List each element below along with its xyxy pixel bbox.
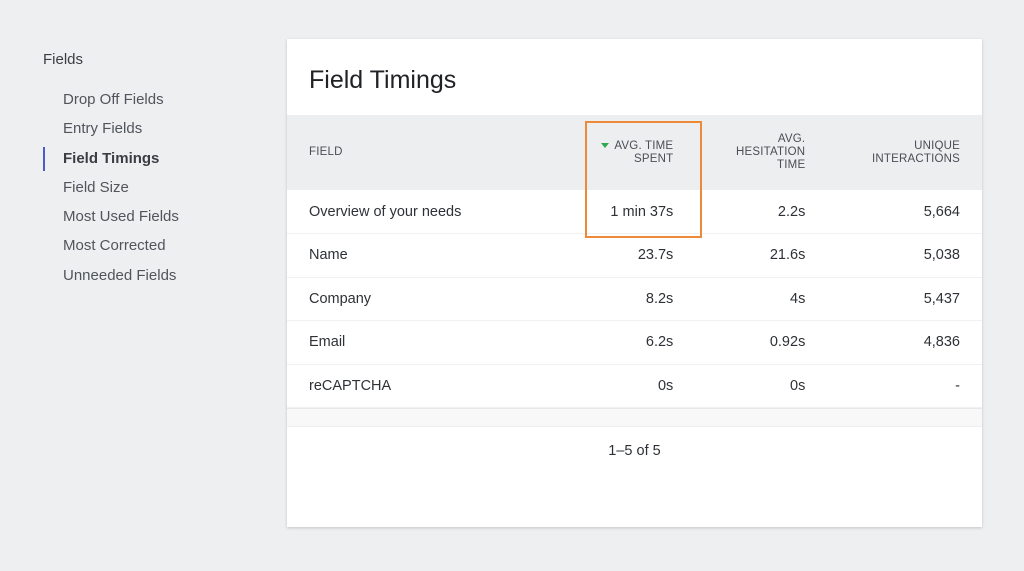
sidebar-item-unneeded-fields[interactable]: Unneeded Fields: [63, 266, 177, 284]
cell-avg-time: 8.2s: [645, 290, 674, 307]
field-timings-table: FIELD AVG. TIME SPENT AVG. HESITATION TIME …: [287, 115, 982, 408]
table-footer-band: [287, 408, 982, 427]
column-header-line: AVG. TIME: [614, 139, 674, 152]
column-header-line: AVG.: [777, 133, 806, 145]
cell-field: Overview of your needs: [309, 203, 462, 220]
column-header-avg-hesitation-time[interactable]: AVG. HESITATION TIME: [682, 115, 814, 190]
column-header-line: INTERACTIONS: [871, 152, 960, 165]
cell-hesitation: 21.6s: [769, 247, 806, 264]
sidebar-item-drop-off-fields[interactable]: Drop Off Fields: [63, 91, 164, 108]
table-header-row: FIELD AVG. TIME SPENT AVG. HESITATION TIME …: [287, 115, 982, 190]
table-row: reCAPTCHA 0s 0s -: [287, 364, 982, 408]
cell-interactions: 5,437: [923, 290, 960, 307]
cell-avg-time: 6.2s: [645, 334, 674, 351]
cell-avg-time: 1 min 37s: [610, 203, 674, 220]
cell-hesitation: 2.2s: [777, 203, 806, 220]
sidebar-item-most-used-fields[interactable]: Most Used Fields: [63, 208, 179, 226]
cell-hesitation: 4s: [790, 290, 806, 307]
sidebar-item-entry-fields[interactable]: Entry Fields: [63, 120, 143, 138]
page-title: Field Timings: [309, 66, 457, 94]
sidebar-item-field-size[interactable]: Field Size: [63, 178, 129, 196]
table-row: Overview of your needs 1 min 37s 2.2s 5,…: [287, 190, 982, 234]
column-header-field[interactable]: FIELD: [309, 146, 343, 158]
table-row: Name 23.7s 21.6s 5,038: [287, 234, 982, 277]
cell-hesitation: 0.92s: [769, 334, 806, 351]
cell-field: Company: [309, 290, 372, 307]
cell-interactions: 5,664: [923, 203, 960, 220]
cell-field: Name: [309, 247, 348, 264]
sidebar-item-field-timings[interactable]: Field Timings: [43, 146, 263, 178]
sort-down-icon: [601, 142, 610, 148]
column-header-unique-interactions[interactable]: UNIQUE INTERACTIONS: [814, 115, 982, 190]
cell-hesitation: 0s: [790, 377, 806, 394]
column-header-line: TIME: [777, 159, 806, 171]
column-header-avg-time-spent[interactable]: AVG. TIME SPENT: [559, 115, 682, 190]
column-header-line: UNIQUE: [914, 139, 960, 152]
cell-field: Email: [309, 334, 346, 351]
sidebar-item-most-corrected[interactable]: Most Corrected: [63, 237, 166, 255]
sidebar: Fields Drop Off Fields Entry Fields Fiel…: [43, 50, 263, 295]
column-header-line: SPENT: [633, 152, 674, 165]
cell-interactions: 5,038: [923, 247, 960, 264]
cell-interactions: 4,836: [923, 334, 960, 351]
cell-avg-time: 0s: [657, 377, 674, 394]
cell-interactions: -: [955, 377, 960, 394]
sidebar-title: Fields: [43, 51, 84, 68]
table-row: Company 8.2s 4s 5,437: [287, 277, 982, 321]
field-timings-card: Field Timings FIELD AVG. TIME SPENT AVG. H…: [287, 39, 982, 527]
table-row: Email 6.2s 0.92s 4,836: [287, 321, 982, 364]
column-header-line: HESITATION: [736, 146, 806, 158]
cell-field: reCAPTCHA: [309, 377, 392, 394]
pagination-status: 1–5 of 5: [608, 443, 661, 459]
cell-avg-time: 23.7s: [637, 247, 674, 264]
